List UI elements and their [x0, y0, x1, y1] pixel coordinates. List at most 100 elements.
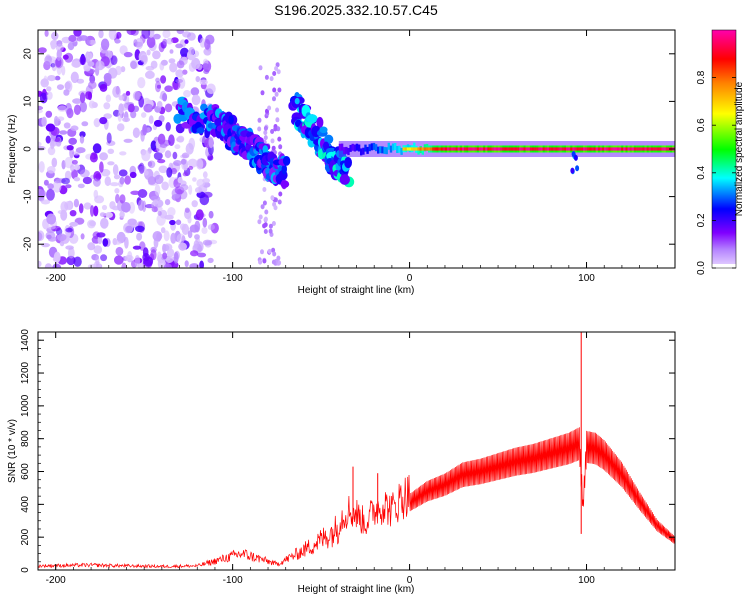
snr-frame: [37, 331, 676, 571]
heatmap-blob: [125, 225, 133, 233]
heatmap-blob: [44, 30, 49, 37]
heatmap-blob: [173, 160, 182, 166]
heatmap-blob: [45, 135, 51, 144]
colorbar-segment: [712, 227, 736, 229]
heatmap-blob: [147, 176, 157, 185]
heatmap-blob: [575, 165, 580, 172]
heatmap-blob: [257, 219, 262, 225]
colorbar-segment: [712, 52, 736, 54]
heatmap-blob: [123, 51, 133, 58]
heatmap-blob: [169, 219, 176, 226]
colorbar-segment: [712, 261, 736, 263]
heatmap-blob: [184, 207, 190, 213]
carrier-outer: [400, 147, 403, 155]
colorbar-segment: [712, 185, 736, 187]
heatmap-blob: [133, 39, 138, 47]
heatmap-blob: [271, 259, 276, 265]
carrier-core: [650, 147, 654, 151]
heatmap-blob: [110, 55, 118, 66]
carrier-core: [432, 147, 435, 151]
carrier-outer: [351, 143, 354, 151]
colorbar-segment: [712, 113, 736, 115]
colorbar-segment: [712, 54, 736, 56]
carrier-core: [415, 147, 418, 151]
heatmap-blob: [80, 233, 85, 240]
heatmap-blob: [56, 233, 67, 242]
colorbar-segment: [712, 49, 736, 51]
heatmap-blob: [207, 155, 214, 161]
heatmap-blob: [68, 137, 77, 145]
snr-marks: [38, 332, 675, 569]
heatmap-blob: [82, 176, 92, 185]
heatmap-blob: [51, 31, 59, 41]
heatmap-blob: [108, 30, 117, 40]
colorbar-segment: [712, 146, 736, 148]
heatmap-blob: [50, 138, 55, 150]
heatmap-blob: [55, 43, 64, 52]
carrier-core: [504, 147, 507, 151]
heatmap-blob: [191, 57, 201, 70]
colorbar-segment: [712, 190, 736, 192]
colorbar-segment: [712, 253, 736, 255]
colorbar-segment: [712, 72, 736, 74]
colorbar-segment: [712, 57, 736, 59]
heatmap-blob: [112, 86, 121, 98]
heatmap-blob: [173, 252, 179, 264]
colorbar-segment: [712, 70, 736, 72]
colorbar-segment: [712, 154, 736, 156]
colorbar-segment: [712, 118, 736, 120]
heatmap-blob: [202, 63, 210, 70]
carrier-core: [466, 147, 469, 151]
colorbar-tick-label: 0.4: [696, 165, 707, 179]
colorbar-segment: [712, 239, 736, 241]
heatmap-x-tick-label: -100: [223, 273, 243, 284]
heatmap-blob: [63, 122, 71, 129]
heatmap-blob: [116, 231, 126, 244]
heatmap-blob: [66, 108, 74, 119]
heatmap-blob: [119, 45, 128, 55]
colorbar-segment: [712, 207, 736, 209]
heatmap-blob: [73, 256, 82, 267]
heatmap-blob: [262, 200, 267, 206]
carrier-core: [659, 147, 662, 151]
colorbar-segment: [712, 218, 736, 220]
carrier-core: [540, 147, 543, 151]
heatmap-blob: [114, 255, 124, 265]
colorbar-segment: [712, 153, 736, 155]
heatmap-blob: [66, 255, 76, 266]
heatmap-blob: [119, 194, 126, 204]
heatmap-blob: [164, 199, 171, 206]
carrier-core: [546, 147, 550, 151]
heatmap-blob: [114, 188, 120, 194]
colorbar-segment: [712, 171, 736, 173]
heatmap-blob: [196, 158, 204, 170]
colorbar-segment: [712, 114, 736, 116]
heatmap-blob: [38, 141, 42, 147]
carrier-core: [512, 147, 516, 151]
colorbar-segment: [712, 117, 736, 119]
colorbar-segment: [712, 183, 736, 185]
heatmap-blob: [126, 30, 137, 36]
heatmap-blob: [260, 90, 265, 96]
colorbar-segment: [712, 196, 736, 198]
colorbar-segment: [712, 62, 736, 64]
heatmap-blob: [75, 147, 86, 154]
colorbar-segment: [712, 259, 736, 261]
heatmap-blob: [187, 32, 196, 41]
heatmap-blob: [164, 103, 173, 113]
carrier-core: [640, 147, 643, 151]
heatmap-blob: [44, 55, 53, 65]
carrier-outer: [340, 143, 344, 151]
colorbar-segment: [712, 71, 736, 73]
heatmap-blob: [573, 154, 578, 161]
heatmap-blob: [73, 104, 81, 116]
heatmap-blob: [146, 127, 151, 133]
carrier-outer: [396, 146, 399, 153]
heatmap-blob: [69, 221, 79, 227]
heatmap-x-axis-label: Height of straight line (km): [298, 285, 415, 296]
colorbar-ticks: 0.0 0.2 0.4 0.6 0.8: [696, 70, 736, 275]
colorbar-segment: [712, 186, 736, 188]
colorbar-segment: [712, 98, 736, 100]
colorbar-segment: [712, 116, 736, 118]
heatmap-blob: [274, 91, 279, 97]
